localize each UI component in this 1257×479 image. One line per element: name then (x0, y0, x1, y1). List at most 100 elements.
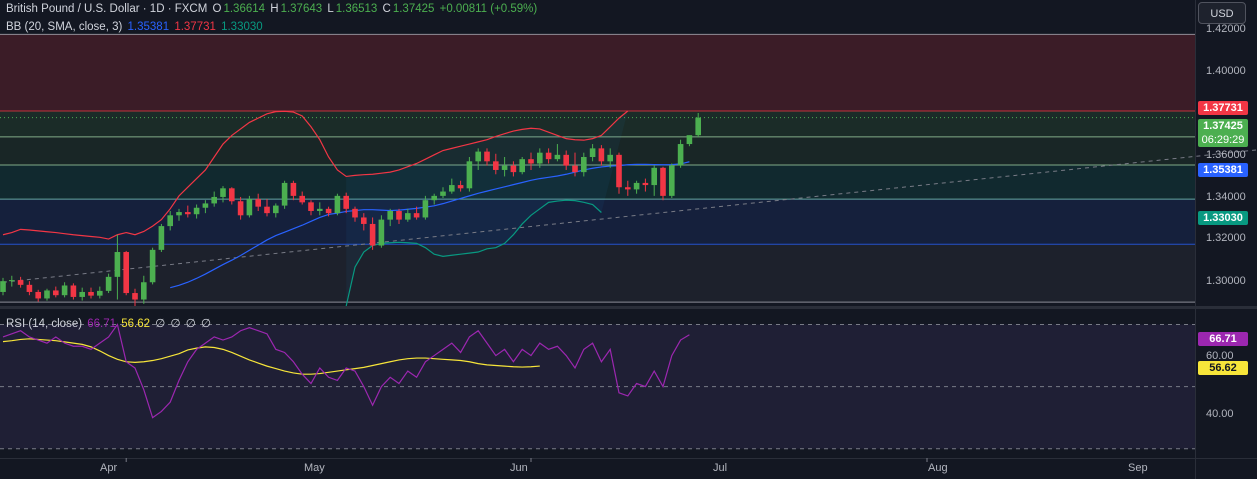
candle-body (343, 195, 349, 209)
rsi-ma-line (2, 338, 540, 375)
candle-body (220, 188, 226, 197)
candle-body (123, 252, 129, 294)
candle-body (686, 135, 693, 145)
x-tick-label: May (304, 462, 325, 474)
y-tick-label: 1.30000 (1206, 275, 1246, 287)
rsi-legend[interactable]: RSI (14, close) 66.71 56.62 ∅ ∅ ∅ ∅ (6, 316, 213, 330)
candle-body (141, 282, 147, 300)
rsi-tick-label: 60.00 (1206, 350, 1234, 362)
open-label: O (212, 3, 222, 15)
candle-body (572, 165, 578, 173)
candle-body (88, 291, 94, 296)
candle-body (229, 188, 235, 202)
x-tick-label: Jul (713, 462, 728, 474)
candle-body (396, 210, 402, 220)
candle-body (334, 195, 341, 214)
candle-body (528, 159, 534, 164)
price-zone (0, 111, 1195, 137)
open-value: 1.36614 (223, 3, 266, 15)
candle-body (9, 280, 15, 282)
candle-body (281, 182, 288, 206)
candle-body (669, 165, 675, 196)
close-label: C (382, 3, 391, 15)
rsi-tag: 66.71 (1198, 332, 1248, 346)
y-tick-label: 1.32000 (1206, 232, 1246, 244)
candle-body (361, 217, 367, 224)
candle-body (114, 252, 121, 277)
candle-body (53, 290, 59, 296)
candle-body (519, 159, 525, 173)
symbol-name: British Pound / U.S. Dollar · 1D · FXCM (6, 3, 208, 15)
candle-body (17, 280, 24, 285)
candle-body (308, 202, 314, 211)
candle-body (493, 161, 499, 170)
price-zone (0, 199, 1195, 245)
candle-body (325, 208, 332, 214)
candle-body (387, 210, 393, 220)
candle-body (607, 154, 613, 162)
y-tick-label: 1.36000 (1206, 149, 1246, 161)
bb-lower-value: 1.33030 (221, 21, 263, 33)
rsi-line (2, 323, 690, 419)
bb-label: BB (20, SMA, close, 3) (6, 21, 123, 33)
candle-body (246, 199, 253, 216)
candle-body (26, 284, 33, 292)
price-zone (0, 244, 1195, 303)
candle-body (405, 213, 411, 220)
symbol-legend: British Pound / U.S. Dollar · 1D · FXCM … (6, 3, 539, 15)
rsi-extra-2: ∅ (170, 318, 181, 330)
bb-upper-tag: 1.37731 (1198, 101, 1248, 115)
candle-body (501, 165, 508, 170)
candle-body (255, 199, 261, 207)
rsi-extra-4: ∅ (200, 318, 211, 330)
candle-body (457, 185, 464, 189)
candle-body (61, 285, 68, 296)
candle-body (149, 249, 156, 283)
high-value: 1.37643 (280, 3, 323, 15)
candle-body (651, 167, 657, 186)
bb-lower-line (345, 199, 602, 307)
candle-body (35, 291, 41, 299)
bb-legend[interactable]: BB (20, SMA, close, 3) 1.35381 1.37731 1… (6, 21, 265, 33)
bb-lower-tag: 1.33030 (1198, 211, 1248, 225)
candle-body (537, 152, 543, 164)
candle-body (97, 290, 103, 296)
y-tick-label: 1.34000 (1206, 191, 1246, 203)
candle-body (167, 215, 173, 227)
candle-body (625, 187, 631, 190)
x-tick-label: Aug (928, 462, 948, 474)
candle-body (158, 226, 165, 250)
candle-body (264, 206, 270, 214)
candle-body (79, 291, 85, 297)
high-label: H (270, 3, 279, 15)
rsi-extra-1: ∅ (155, 318, 166, 330)
candle-body (677, 144, 684, 166)
bb-basis-line (170, 161, 690, 289)
price-zone (0, 34, 1195, 112)
x-tick-label: Apr (100, 462, 118, 474)
last-price-tag: 1.37425 (1198, 119, 1248, 133)
change-value: +0.00811 (+0.59%) (439, 3, 538, 15)
low-value: 1.36513 (335, 3, 378, 15)
y-tick-label: 1.40000 (1206, 65, 1246, 77)
candle-body (0, 281, 6, 292)
rsi-extra-3: ∅ (185, 318, 196, 330)
candle-body (545, 152, 552, 160)
candle-body (449, 185, 455, 192)
currency-button[interactable]: USD (1198, 2, 1246, 24)
candle-body (563, 154, 569, 166)
candle-body (440, 191, 446, 196)
price-zone (0, 164, 1195, 200)
candle-body (422, 200, 429, 218)
candle-body (378, 219, 385, 246)
candle-body (44, 290, 50, 299)
rsi-tick-label: 40.00 (1206, 408, 1234, 420)
candle-body (484, 151, 490, 162)
rsi-ma-tag: 56.62 (1198, 361, 1248, 375)
candle-body (237, 201, 244, 216)
candle-body (185, 212, 191, 215)
candle-body (642, 182, 649, 186)
candle-body (413, 213, 420, 218)
rsi-ma-value: 56.62 (121, 318, 151, 330)
